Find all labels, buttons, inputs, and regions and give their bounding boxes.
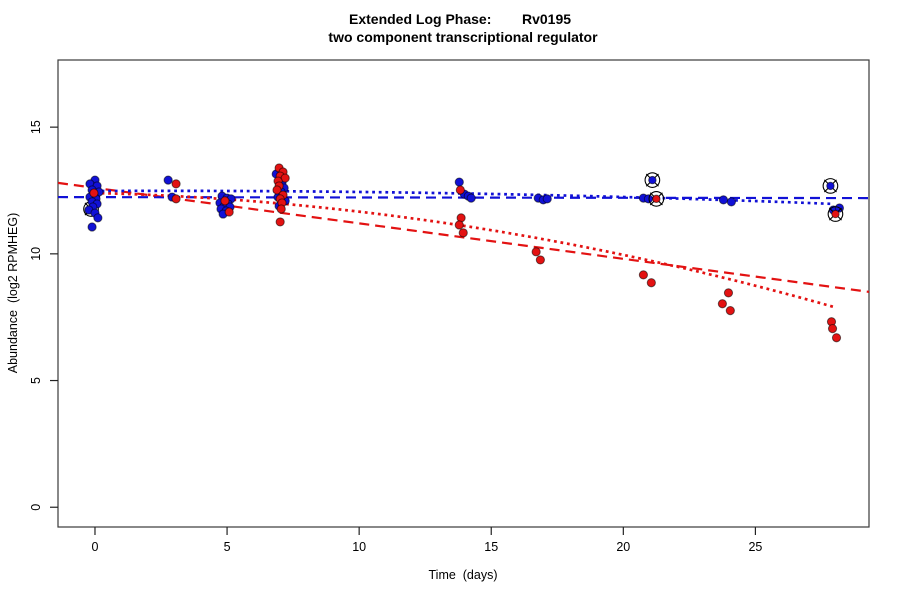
data-point	[717, 299, 727, 309]
data-point	[542, 194, 552, 204]
data-point	[718, 195, 729, 205]
x-tick-label: 15	[484, 540, 498, 554]
y-tick-label: 0	[29, 504, 43, 511]
data-point	[171, 179, 181, 189]
flag-circle	[827, 206, 844, 222]
data-point	[646, 278, 656, 288]
data-point	[171, 194, 181, 204]
flag-circle	[644, 172, 661, 188]
y-tick-label: 10	[29, 247, 43, 261]
y-tick-label: 5	[29, 377, 43, 384]
flagged-red-points	[648, 191, 844, 222]
flagged-blue-points	[644, 172, 839, 194]
data-point	[466, 193, 476, 203]
data-point	[272, 185, 282, 195]
data-point	[275, 217, 285, 227]
data-point	[89, 188, 99, 198]
x-axis-label: Time (days)	[429, 568, 498, 582]
data-point	[454, 177, 464, 187]
data-point	[454, 220, 464, 230]
plot-area: 0 5 10 15 20 25 0 5 10 15	[29, 59, 870, 554]
plot-box	[57, 59, 870, 528]
x-tick-label: 10	[352, 540, 366, 554]
plot-subtitle: two component transcriptional regulator	[328, 29, 598, 45]
data-point	[458, 228, 468, 238]
data-point	[648, 175, 657, 185]
data-point	[220, 196, 230, 206]
data-point	[725, 306, 735, 316]
condition-blue-points	[84, 169, 845, 232]
data-point	[643, 194, 654, 204]
data-point	[93, 213, 103, 223]
data-point	[224, 207, 234, 217]
data-point	[531, 247, 541, 257]
flag-circle	[648, 191, 665, 207]
x-tick-label: 25	[748, 540, 762, 554]
data-point	[638, 270, 648, 280]
data-point	[163, 175, 173, 185]
plot-title: Extended Log Phase:	[349, 11, 491, 27]
y-tick-label: 15	[29, 120, 43, 134]
data-point	[827, 323, 838, 334]
data-point	[535, 255, 545, 265]
data-point	[455, 185, 465, 195]
plot-title-gene: Rv0195	[522, 11, 571, 27]
x-tick-label: 0	[92, 540, 99, 554]
y-axis-label: Abundance (log2 RPMHEG)	[6, 213, 20, 374]
data-point	[831, 209, 840, 219]
flag-circle	[822, 178, 839, 194]
data-point	[652, 194, 661, 204]
red-dotted-fit	[94, 191, 834, 309]
data-point	[723, 288, 734, 298]
x-tick-label: 5	[224, 540, 231, 554]
data-point	[831, 333, 842, 343]
data-point	[826, 181, 835, 191]
data-point	[276, 204, 286, 214]
condition-red-points	[89, 163, 842, 343]
data-point	[87, 222, 97, 232]
data-point	[726, 197, 736, 207]
x-tick-label: 20	[616, 540, 630, 554]
